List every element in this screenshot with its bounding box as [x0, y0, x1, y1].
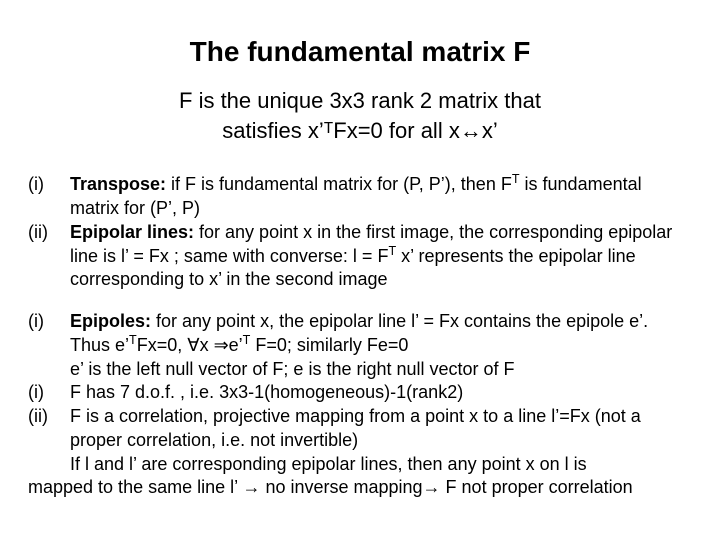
list-marker: (ii)	[28, 405, 70, 429]
item-epipolar-lines: (ii) Epipolar lines: for any point x in …	[28, 221, 692, 292]
text: F=0; similarly Fe=0	[250, 335, 408, 355]
superscript: T	[388, 244, 396, 258]
slide-subtitle: F is the unique 3x3 rank 2 matrix that s…	[28, 86, 692, 145]
property-group-1: (i) Transpose: if F is fundamental matri…	[28, 173, 692, 292]
item-body: F is a correlation, projective mapping f…	[70, 405, 692, 476]
text: F is a correlation, projective mapping f…	[70, 406, 641, 450]
list-marker: (i)	[28, 381, 70, 405]
subtitle-line-1: F is the unique 3x3 rank 2 matrix that	[179, 88, 541, 113]
slide: The fundamental matrix F F is the unique…	[0, 0, 720, 540]
property-group-2: (i) Epipoles: for any point x, the epipo…	[28, 310, 692, 500]
text: Fx=0, ∀x ⇒e’	[137, 335, 243, 355]
item-body: Epipolar lines: for any point x in the f…	[70, 221, 692, 292]
list-marker: (ii)	[28, 221, 70, 245]
slide-title: The fundamental matrix F	[28, 36, 692, 68]
item-correlation: (ii) F is a correlation, projective mapp…	[28, 405, 692, 476]
item-body: F has 7 d.o.f. , i.e. 3x3-1(homogeneous)…	[70, 381, 692, 405]
superscript: T	[129, 333, 137, 347]
item-label: Epipoles:	[70, 311, 151, 331]
subtitle-line-2: satisfies x’ᵀFx=0 for all x↔x’	[222, 118, 497, 143]
list-marker: (i)	[28, 173, 70, 197]
text: e’ is the left null vector of F; e is th…	[70, 359, 515, 379]
item-label: Transpose:	[70, 174, 166, 194]
list-marker: (i)	[28, 310, 70, 334]
item-transpose: (i) Transpose: if F is fundamental matri…	[28, 173, 692, 221]
text: if F is fundamental matrix for (P, P’), …	[166, 174, 512, 194]
item-body: Epipoles: for any point x, the epipolar …	[70, 310, 692, 381]
text: F has 7 d.o.f. , i.e. 3x3-1(homogeneous)…	[70, 382, 463, 402]
item-label: Epipolar lines:	[70, 222, 194, 242]
final-line: mapped to the same line l’ → no inverse …	[28, 476, 692, 500]
item-epipoles: (i) Epipoles: for any point x, the epipo…	[28, 310, 692, 381]
item-dof: (i) F has 7 d.o.f. , i.e. 3x3-1(homogene…	[28, 381, 692, 405]
superscript: T	[512, 172, 520, 186]
item-body: Transpose: if F is fundamental matrix fo…	[70, 173, 692, 221]
text: If l and l’ are corresponding epipolar l…	[70, 454, 587, 474]
